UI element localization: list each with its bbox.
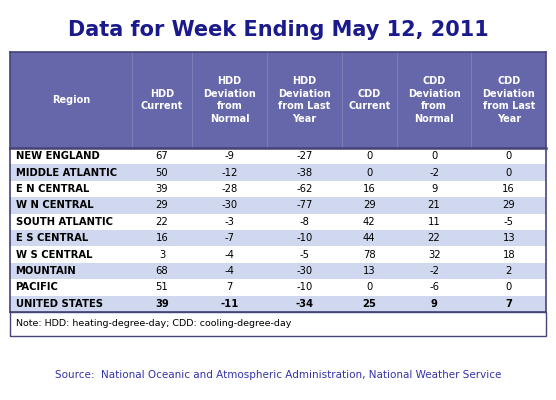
- Text: -11: -11: [221, 299, 239, 309]
- Text: Region: Region: [52, 95, 90, 105]
- Text: E N CENTRAL: E N CENTRAL: [16, 184, 89, 194]
- Text: 0: 0: [505, 151, 512, 161]
- Text: 39: 39: [155, 299, 169, 309]
- Text: -10: -10: [296, 233, 312, 243]
- Text: -30: -30: [296, 266, 312, 276]
- Text: 9: 9: [431, 184, 437, 194]
- Text: 42: 42: [363, 217, 375, 227]
- Text: 11: 11: [428, 217, 440, 227]
- Text: HDD
Deviation
from Last
Year: HDD Deviation from Last Year: [278, 76, 331, 124]
- Text: Note: HDD: heating-degree-day; CDD: cooling-degree-day: Note: HDD: heating-degree-day; CDD: cool…: [16, 320, 291, 328]
- Text: 0: 0: [366, 282, 373, 292]
- Text: -34: -34: [295, 299, 314, 309]
- Text: -12: -12: [221, 168, 238, 178]
- Text: MIDDLE ATLANTIC: MIDDLE ATLANTIC: [16, 168, 117, 178]
- Text: -4: -4: [225, 266, 235, 276]
- Text: 32: 32: [428, 250, 440, 260]
- Text: 68: 68: [156, 266, 168, 276]
- Text: HDD
Deviation
from
Normal: HDD Deviation from Normal: [203, 76, 256, 124]
- Text: 9: 9: [431, 299, 438, 309]
- Text: 29: 29: [156, 200, 168, 210]
- Text: CDD
Deviation
from
Normal: CDD Deviation from Normal: [408, 76, 460, 124]
- Text: -27: -27: [296, 151, 312, 161]
- Text: 22: 22: [428, 233, 440, 243]
- Text: 39: 39: [156, 184, 168, 194]
- Text: W S CENTRAL: W S CENTRAL: [16, 250, 92, 260]
- Text: 67: 67: [156, 151, 168, 161]
- Text: MOUNTAIN: MOUNTAIN: [16, 266, 76, 276]
- Text: Source:  National Oceanic and Atmospheric Administration, National Weather Servi: Source: National Oceanic and Atmospheric…: [55, 370, 501, 380]
- Text: -9: -9: [225, 151, 235, 161]
- Text: PACIFIC: PACIFIC: [16, 282, 58, 292]
- Text: -38: -38: [296, 168, 312, 178]
- Text: HDD
Current: HDD Current: [141, 89, 183, 111]
- Text: -28: -28: [221, 184, 238, 194]
- Text: 0: 0: [366, 168, 373, 178]
- Text: 7: 7: [505, 299, 512, 309]
- Text: 29: 29: [502, 200, 515, 210]
- Text: 22: 22: [156, 217, 168, 227]
- Text: 2: 2: [505, 266, 512, 276]
- Text: 50: 50: [156, 168, 168, 178]
- Text: 44: 44: [363, 233, 375, 243]
- Text: -8: -8: [299, 217, 309, 227]
- Text: CDD
Current: CDD Current: [348, 89, 390, 111]
- Text: 0: 0: [366, 151, 373, 161]
- Text: -6: -6: [429, 282, 439, 292]
- Text: -2: -2: [429, 266, 439, 276]
- Text: 3: 3: [159, 250, 165, 260]
- Text: 29: 29: [363, 200, 375, 210]
- Text: -5: -5: [504, 217, 514, 227]
- Text: SOUTH ATLANTIC: SOUTH ATLANTIC: [16, 217, 112, 227]
- Text: CDD
Deviation
from Last
Year: CDD Deviation from Last Year: [482, 76, 535, 124]
- Text: -4: -4: [225, 250, 235, 260]
- Text: UNITED STATES: UNITED STATES: [16, 299, 102, 309]
- Text: 16: 16: [363, 184, 375, 194]
- Text: 16: 16: [502, 184, 515, 194]
- Text: 78: 78: [363, 250, 375, 260]
- Text: -10: -10: [296, 282, 312, 292]
- Text: 16: 16: [156, 233, 168, 243]
- Text: Data for Week Ending May 12, 2011: Data for Week Ending May 12, 2011: [68, 20, 488, 40]
- Text: -5: -5: [299, 250, 309, 260]
- Text: NEW ENGLAND: NEW ENGLAND: [16, 151, 100, 161]
- Text: -77: -77: [296, 200, 312, 210]
- Text: -7: -7: [225, 233, 235, 243]
- Text: 7: 7: [226, 282, 233, 292]
- Text: -30: -30: [222, 200, 238, 210]
- Text: 18: 18: [503, 250, 515, 260]
- Text: 21: 21: [428, 200, 440, 210]
- Text: W N CENTRAL: W N CENTRAL: [16, 200, 93, 210]
- Text: 13: 13: [363, 266, 375, 276]
- Text: 0: 0: [505, 168, 512, 178]
- Text: -3: -3: [225, 217, 235, 227]
- Text: -2: -2: [429, 168, 439, 178]
- Text: 25: 25: [363, 299, 376, 309]
- Text: E S CENTRAL: E S CENTRAL: [16, 233, 88, 243]
- Text: -62: -62: [296, 184, 312, 194]
- Text: 13: 13: [503, 233, 515, 243]
- Text: 0: 0: [431, 151, 437, 161]
- Text: 0: 0: [505, 282, 512, 292]
- Text: 51: 51: [156, 282, 168, 292]
